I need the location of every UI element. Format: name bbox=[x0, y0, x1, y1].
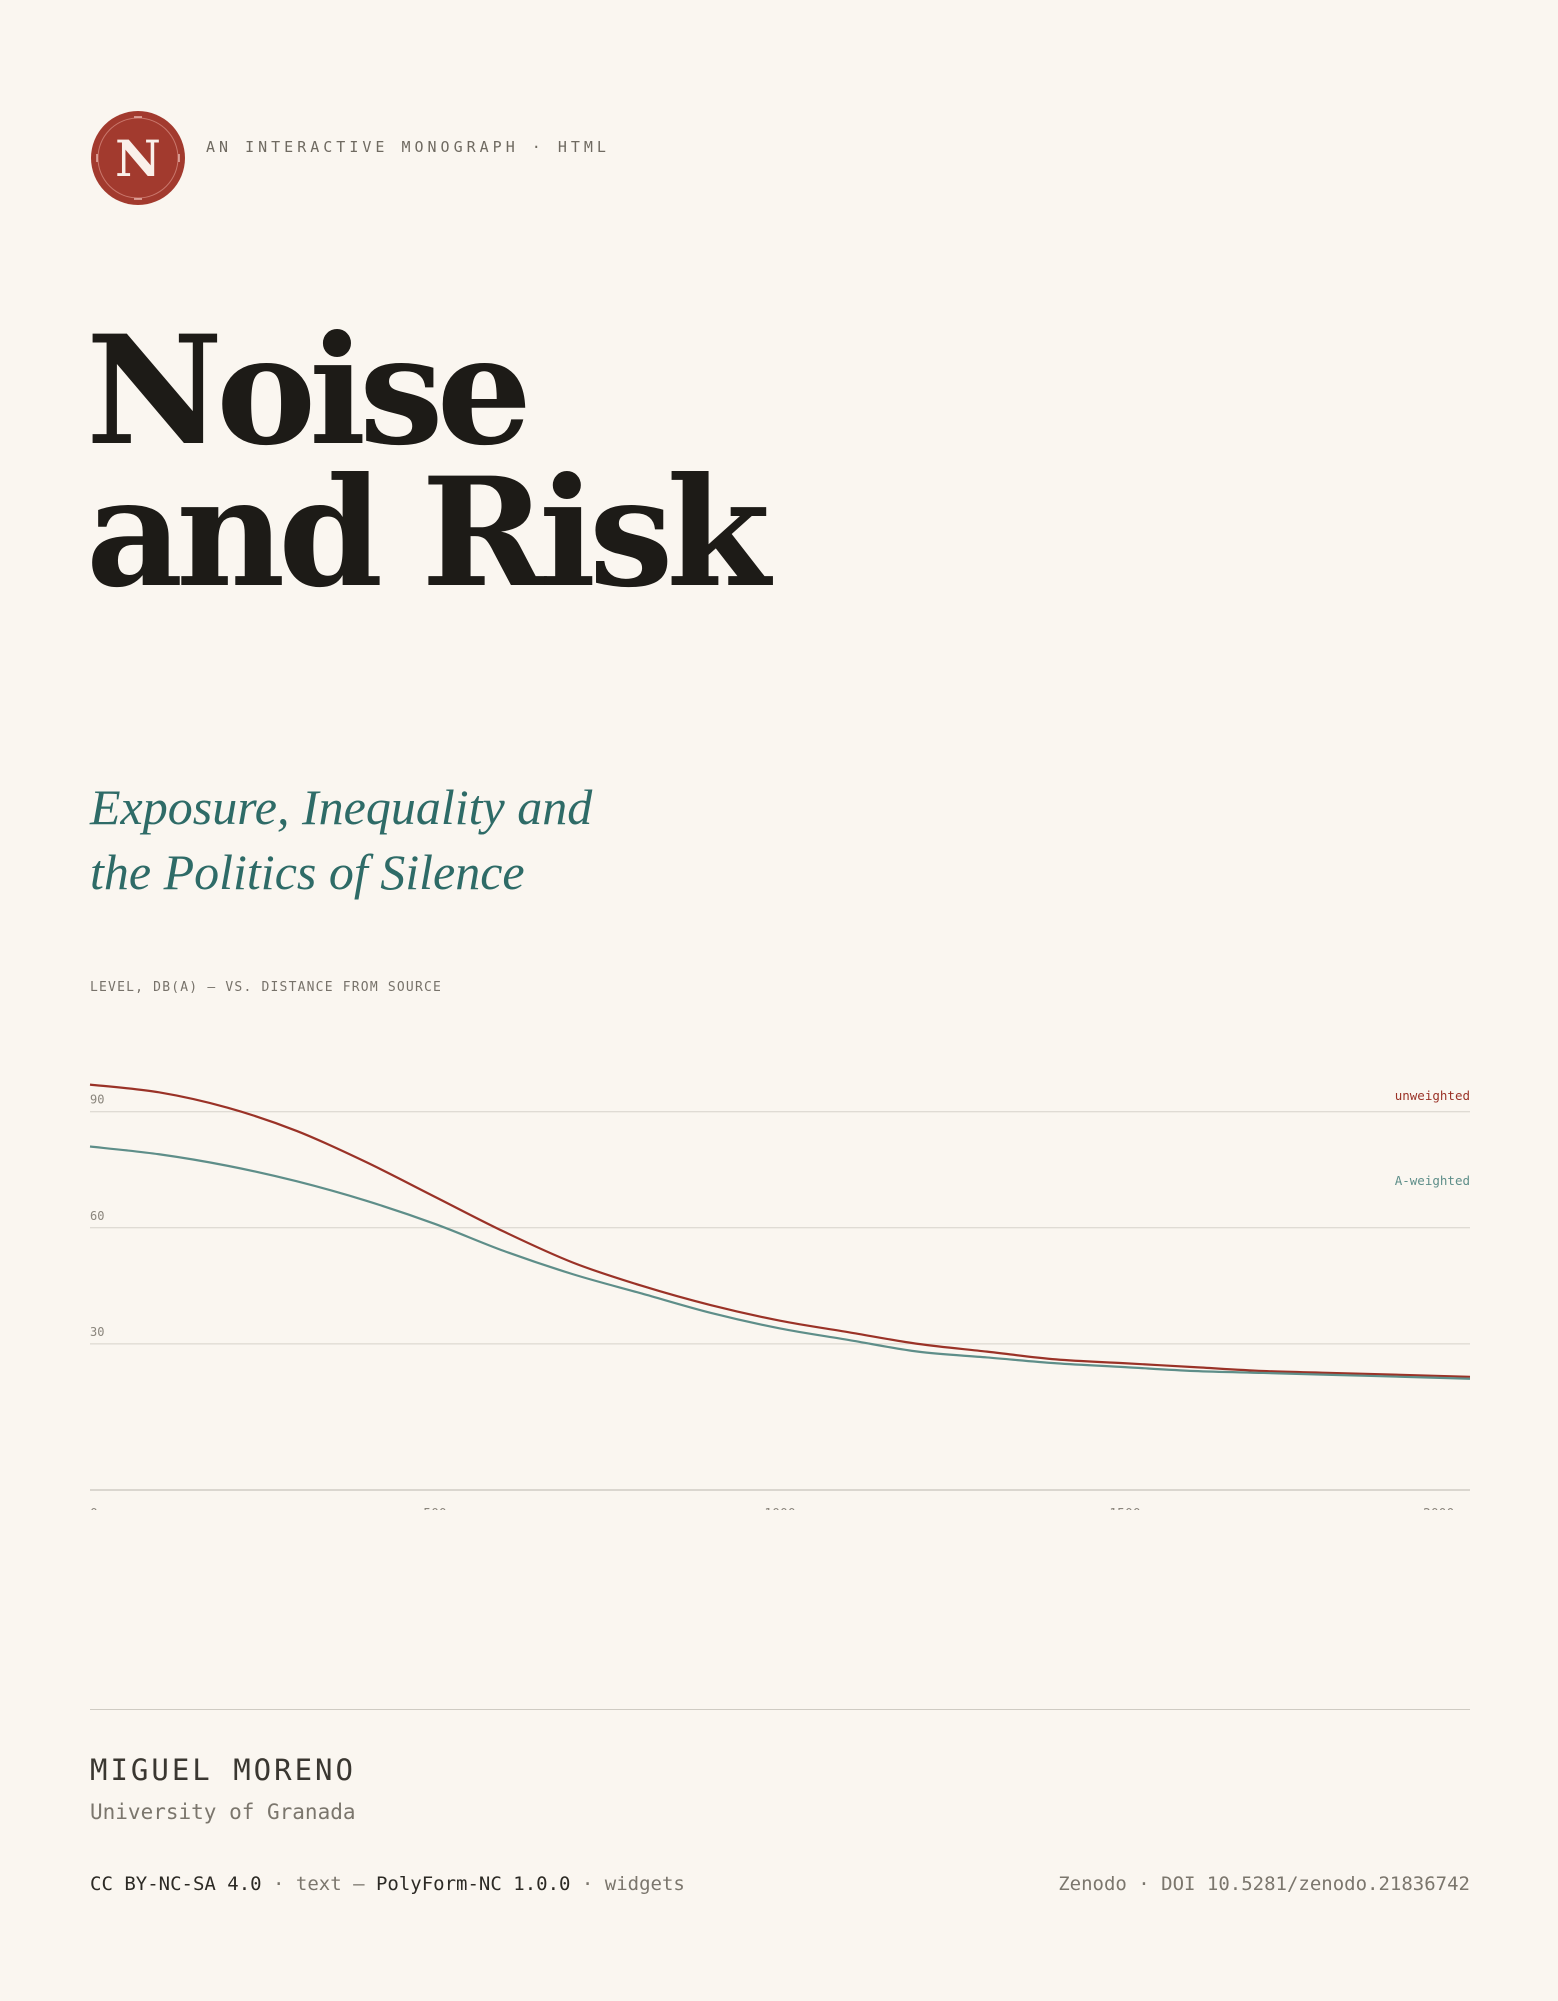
series-label-a-weighted: A-weighted bbox=[1395, 1173, 1470, 1188]
y-tick-label-30: 30 bbox=[90, 1325, 104, 1339]
footer-divider bbox=[90, 1709, 1470, 1710]
author-affiliation: University of Granada bbox=[90, 1800, 356, 1824]
noise-distance-chart: 30 60 90 0 m 500 1000 1500 2000 m unweighted A-we… bbox=[89, 1083, 1471, 1510]
series-line-a-weighted bbox=[89, 1145, 1471, 1380]
license-text: CC BY-NC-SA 4.0 bbox=[90, 1873, 262, 1895]
x-tick-label-1500: 1500 bbox=[1109, 1507, 1140, 1510]
author-name: MIGUEL MORENO bbox=[90, 1753, 356, 1787]
x-tick-label-2000: 2000 m bbox=[1423, 1507, 1470, 1510]
title-line-2: and Risk bbox=[86, 445, 770, 621]
subtitle-line-2: the Politics of Silence bbox=[90, 844, 525, 900]
subtitle-line-1: Exposure, Inequality and bbox=[90, 779, 593, 835]
chart-title: LEVEL, DB(A) — VS. DISTANCE FROM SOURCE bbox=[90, 980, 443, 995]
monograph-seal-logo: N bbox=[91, 111, 185, 205]
monograph-kicker: AN INTERACTIVE MONOGRAPH · HTML bbox=[206, 138, 610, 156]
y-tick-label-90: 90 bbox=[90, 1093, 104, 1107]
license-widgets-note: · widgets bbox=[570, 1873, 685, 1895]
x-tick-label-1000: 1000 bbox=[764, 1507, 795, 1510]
seal-letter: N bbox=[115, 129, 161, 188]
license-line: CC BY-NC-SA 4.0 · text — PolyForm-NC 1.0… bbox=[90, 1873, 685, 1895]
x-tick-label-500: 500 bbox=[423, 1507, 446, 1510]
license-text-note: · text — bbox=[261, 1873, 376, 1895]
page-title: Noise and Risk bbox=[86, 303, 770, 621]
y-tick-label-60: 60 bbox=[90, 1209, 104, 1223]
x-tick-label-0: 0 m bbox=[90, 1507, 114, 1510]
license-widgets: PolyForm-NC 1.0.0 bbox=[375, 1873, 571, 1895]
title-line-1: Noise bbox=[86, 303, 532, 479]
series-label-unweighted: unweighted bbox=[1395, 1088, 1470, 1103]
series-line-unweighted bbox=[89, 1083, 1471, 1378]
page-subtitle: Exposure, Inequality and the Politics of… bbox=[90, 775, 592, 905]
repository-doi: Zenodo · DOI 10.5281/zenodo.21836742 bbox=[1058, 1873, 1470, 1895]
